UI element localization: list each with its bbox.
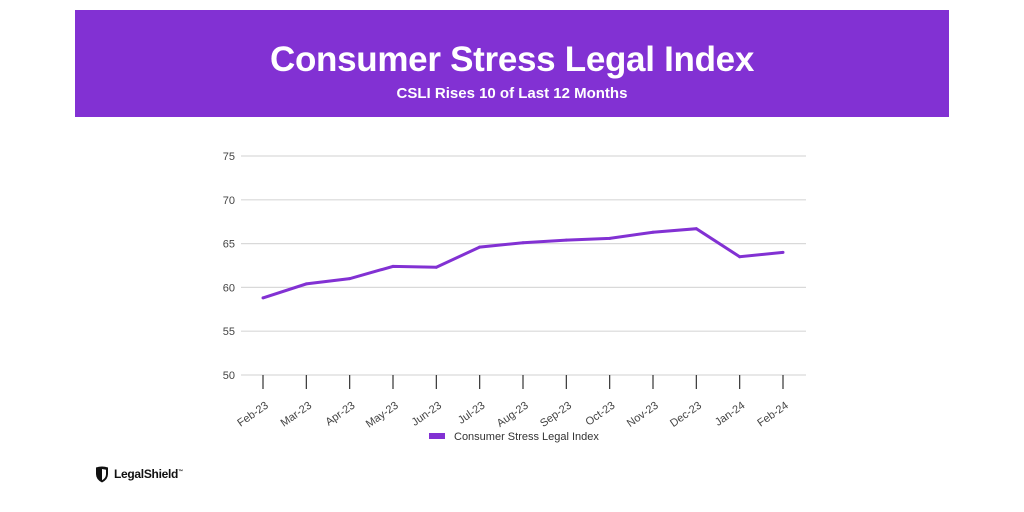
logo-wordmark: LegalShield: [114, 467, 179, 481]
data-point: [738, 255, 742, 259]
x-tick-label: Jun-23: [410, 400, 444, 429]
series-layer: [261, 227, 785, 300]
gridlines: [241, 155, 806, 376]
data-point: [391, 264, 395, 268]
x-tick-label: Feb-24: [755, 400, 790, 430]
y-tick-label: 70: [223, 195, 235, 207]
x-tick-label: Dec-23: [668, 400, 704, 430]
data-point: [304, 282, 308, 286]
x-tick-label: Apr-23: [323, 400, 357, 429]
x-axis-ticks: Feb-23 Mar-23 Apr-23 May-23 Jun-23 Jul-23 Aug-…: [235, 375, 791, 431]
x-tick-label: Sep-23: [538, 400, 574, 430]
data-point: [651, 230, 655, 234]
header-banner: Consumer Stress Legal Index CSLI Rises 1…: [75, 10, 949, 117]
data-point: [348, 277, 352, 281]
x-tick-label: Jul-23: [456, 400, 487, 427]
legalshield-logo: LegalShield™: [95, 465, 183, 483]
legend-swatch: [429, 433, 445, 439]
data-point: [434, 265, 438, 269]
chart-title: Consumer Stress Legal Index: [269, 40, 754, 79]
y-tick-label: 50: [223, 370, 235, 382]
data-point: [694, 227, 698, 231]
x-tick-label: May-23: [364, 400, 401, 431]
y-tick-label: 60: [223, 282, 235, 294]
data-point: [521, 241, 525, 245]
data-point: [608, 236, 612, 240]
x-tick-label: Nov-23: [625, 400, 661, 430]
data-point: [261, 296, 265, 300]
y-tick-label: 75: [223, 151, 235, 163]
shield-icon: [96, 466, 108, 482]
x-tick-label: Jan-24: [713, 400, 747, 429]
chart-subtitle: CSLI Rises 10 of Last 12 Months: [396, 85, 628, 102]
x-tick-label: Aug-23: [495, 400, 531, 430]
x-tick-label: Mar-23: [279, 400, 314, 430]
logo-text: LegalShield™: [114, 467, 183, 481]
data-point: [564, 238, 568, 242]
y-axis-ticks: 50 55 60 65 70 75: [223, 151, 235, 382]
x-tick-label: Feb-23: [235, 400, 270, 430]
legend-label: Consumer Stress Legal Index: [454, 431, 599, 443]
y-tick-label: 55: [223, 326, 235, 338]
trademark-symbol: ™: [178, 469, 183, 475]
y-tick-label: 65: [223, 239, 235, 251]
legend: Consumer Stress Legal Index: [429, 431, 599, 443]
data-point: [781, 250, 785, 254]
x-tick-label: Oct-23: [583, 400, 617, 429]
data-point: [478, 245, 482, 249]
